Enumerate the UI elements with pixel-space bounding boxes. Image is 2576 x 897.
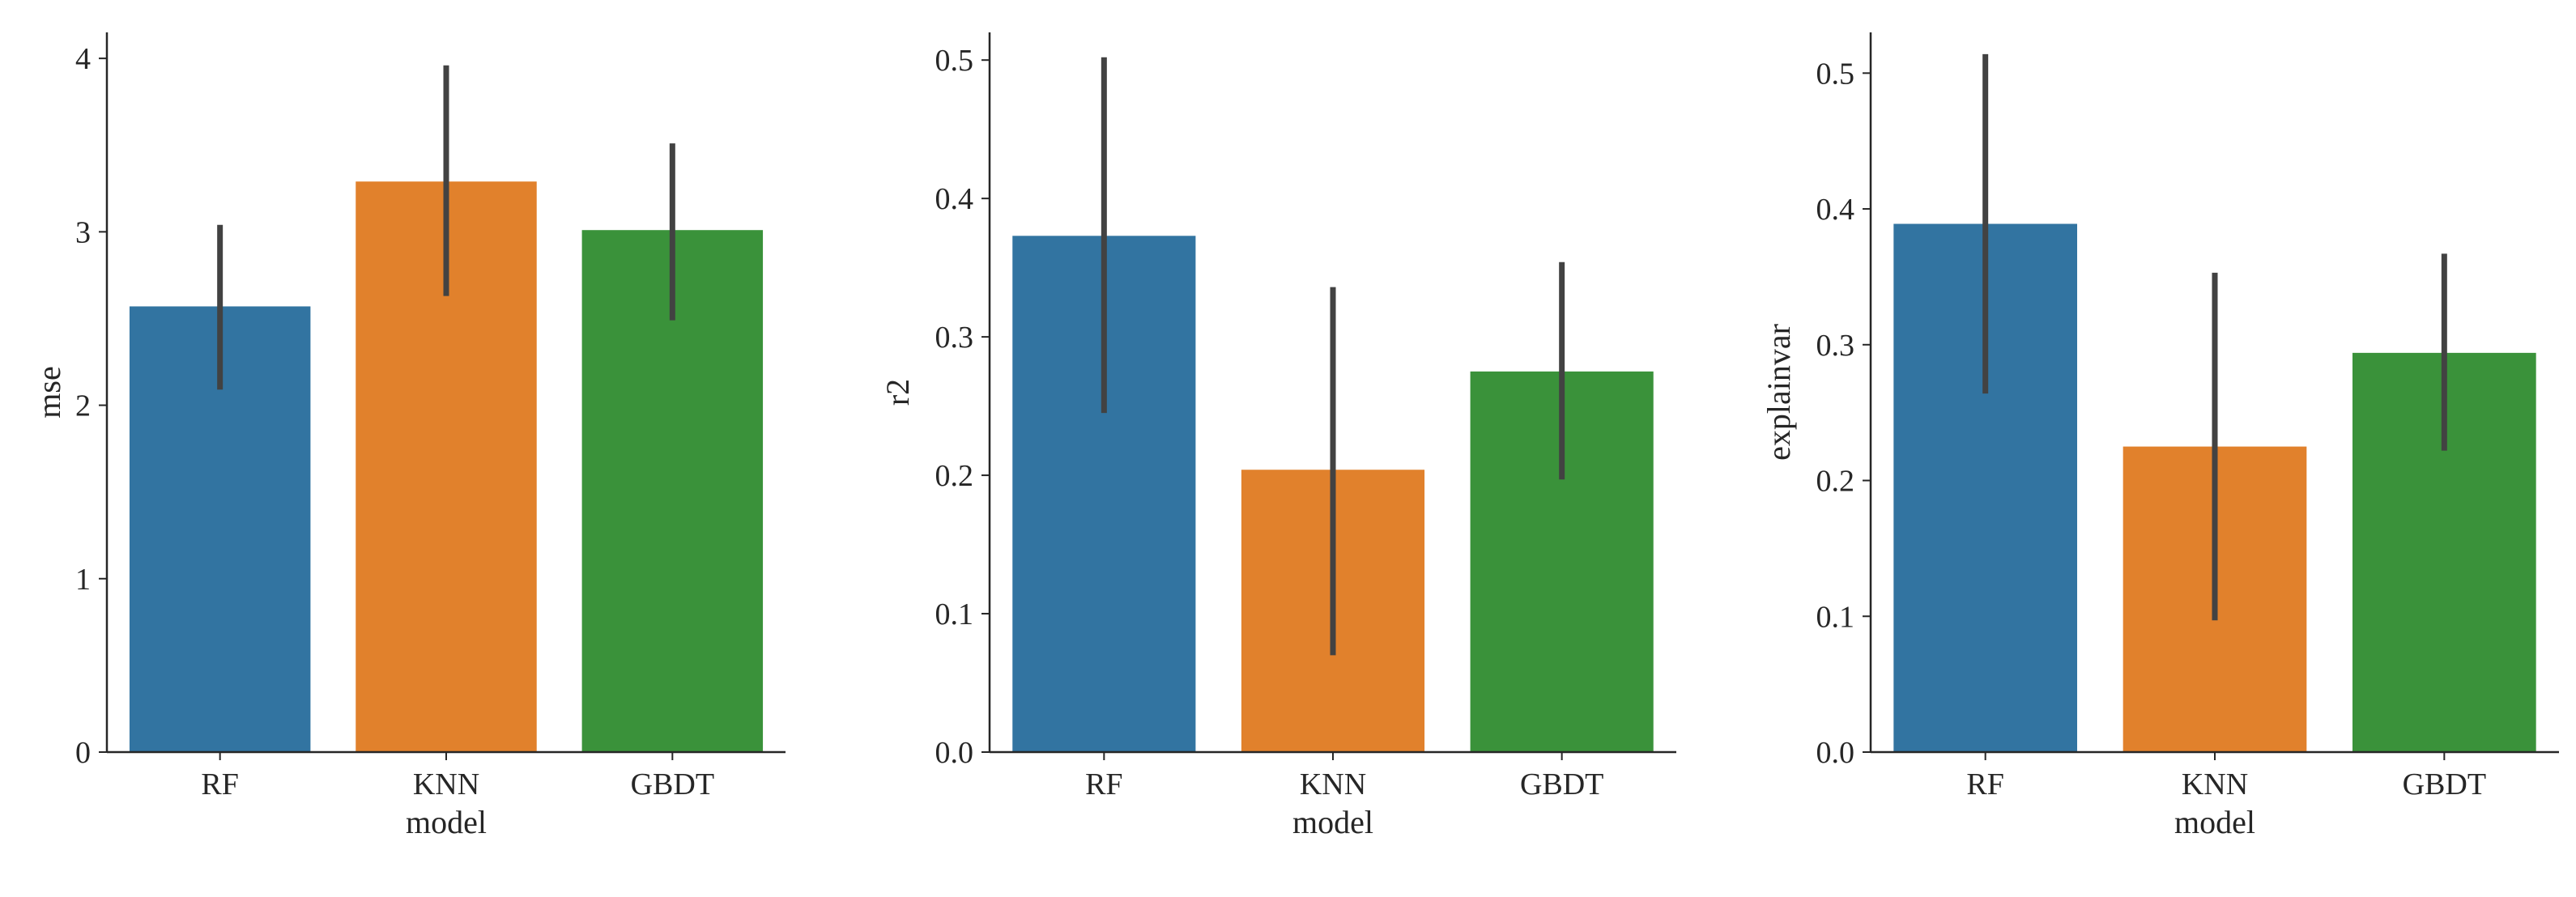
y-tick-label: 0.3	[1816, 329, 1855, 363]
y-tick-label: 0.0	[935, 736, 974, 770]
y-tick-label: 0.4	[1816, 193, 1855, 227]
y-tick-label: 0.5	[935, 44, 974, 78]
x-axis-label: model	[406, 804, 487, 840]
x-tick-label: KNN	[1300, 767, 1366, 801]
chart-panel-3: RF KNN GBDT 0.0 0.1 0.2 0.3 0.4 0.5 explainvar mod…	[1761, 32, 2559, 840]
y-tick-label: 0.2	[935, 459, 974, 493]
x-tick-label: GBDT	[2403, 767, 2486, 801]
y-axis-label: r2	[879, 379, 916, 406]
y-tick-label: 2	[75, 389, 91, 423]
x-tick-label: RF	[1966, 767, 2003, 801]
x-axis-label: model	[1292, 804, 1373, 840]
x-axis-label: model	[2174, 804, 2255, 840]
x-tick-label: KNN	[2182, 767, 2248, 801]
y-tick-label: 0.3	[935, 321, 974, 355]
y-tick-label: 1	[75, 563, 91, 597]
y-axis-label: mse	[31, 366, 67, 418]
x-tick-label: GBDT	[1520, 767, 1603, 801]
x-tick-label: RF	[1085, 767, 1122, 801]
y-tick-label: 0.0	[1816, 736, 1855, 770]
chart-panel-2: RF KNN GBDT 0.0 0.1 0.2 0.3 0.4 0.5 r2 model	[879, 32, 1676, 840]
x-tick-label: KNN	[413, 767, 479, 801]
y-tick-label: 0	[75, 736, 91, 770]
x-tick-label: GBDT	[631, 767, 714, 801]
y-tick-label: 0.5	[1816, 57, 1855, 91]
x-tick-label: RF	[201, 767, 238, 801]
y-tick-label: 0.1	[935, 597, 974, 631]
chart-panel-1: RF KNN GBDT 0 1 2 3 4 mse model	[31, 32, 786, 840]
y-tick-label: 0.2	[1816, 465, 1855, 499]
y-axis-label: explainvar	[1761, 324, 1797, 461]
y-tick-label: 4	[75, 42, 91, 76]
y-tick-label: 0.4	[935, 182, 974, 216]
y-tick-label: 0.1	[1816, 600, 1855, 634]
y-tick-label: 3	[75, 215, 91, 249]
